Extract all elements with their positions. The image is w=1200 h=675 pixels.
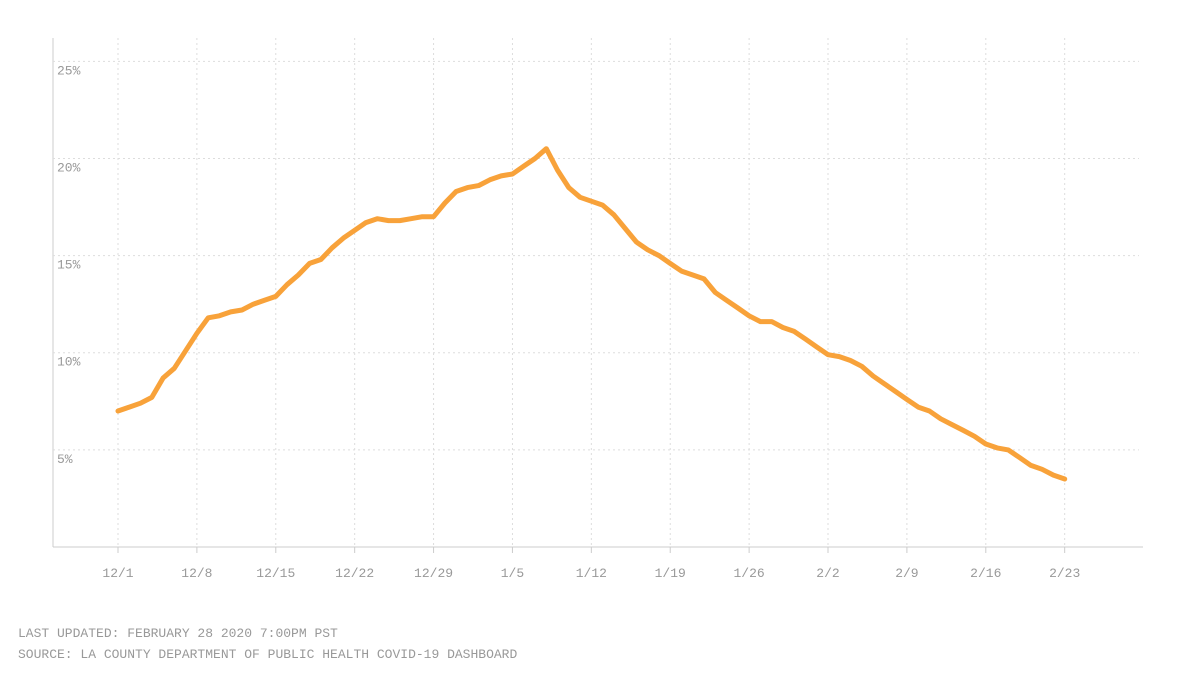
x-tick-label: 2/16 <box>970 566 1001 581</box>
x-tick-label: 12/1 <box>102 566 133 581</box>
y-tick-label: 10% <box>57 355 81 370</box>
x-tick-label: 2/2 <box>816 566 839 581</box>
x-tick-label: 12/22 <box>335 566 374 581</box>
x-tick-label: 1/5 <box>501 566 524 581</box>
x-tick-label: 2/23 <box>1049 566 1080 581</box>
y-tick-label: 15% <box>57 258 81 273</box>
y-tick-label: 5% <box>57 452 73 467</box>
x-tick-label: 1/19 <box>655 566 686 581</box>
y-tick-label: 25% <box>57 63 81 78</box>
x-tick-label: 12/8 <box>181 566 212 581</box>
x-tick-label: 1/12 <box>576 566 607 581</box>
line <box>115 146 1068 482</box>
x-tick-label: 12/29 <box>414 566 453 581</box>
x-tick-label: 1/26 <box>734 566 765 581</box>
y-tick-label: 20% <box>57 160 81 175</box>
x-tick-label: 2/9 <box>895 566 918 581</box>
footnote: LAST UPDATED: FEBRUARY 28 2020 7:00PM PS… <box>18 626 338 641</box>
footnote: SOURCE: LA COUNTY DEPARTMENT OF PUBLIC H… <box>18 647 517 662</box>
x-tick-label: 12/15 <box>256 566 295 581</box>
